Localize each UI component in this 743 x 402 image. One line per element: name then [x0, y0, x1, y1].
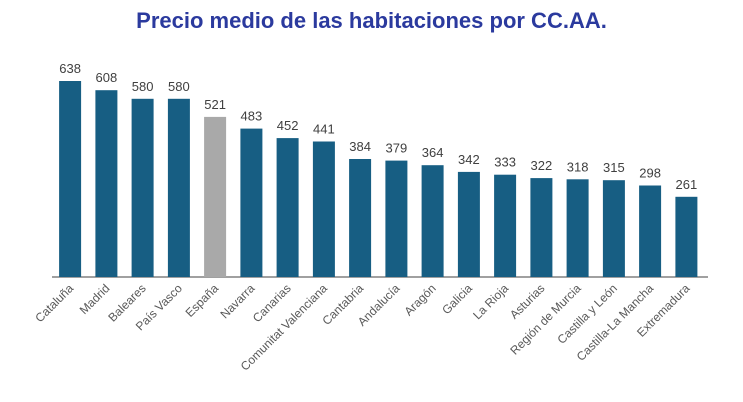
data-label-6: 452: [277, 118, 299, 133]
bar-3: [167, 98, 190, 277]
data-label-13: 322: [531, 158, 553, 173]
data-label-1: 608: [96, 70, 118, 85]
bar-17: [675, 196, 698, 277]
bar-9: [385, 160, 408, 277]
bar-12: [494, 174, 517, 277]
data-label-10: 364: [422, 145, 444, 160]
tick-label-10: Aragón: [401, 281, 438, 318]
bar-5: [240, 128, 263, 277]
tick-label-4: España: [183, 281, 222, 320]
data-label-4: 521: [204, 97, 226, 112]
bar-13: [530, 178, 553, 277]
data-label-9: 379: [386, 141, 408, 156]
bar-10: [421, 165, 444, 277]
bar-1: [95, 90, 118, 277]
data-label-5: 483: [241, 109, 263, 124]
bar-4: [204, 116, 227, 278]
data-label-15: 315: [603, 160, 625, 175]
data-label-2: 580: [132, 79, 154, 94]
bar-11: [457, 171, 480, 277]
tick-label-0: Cataluña: [32, 281, 76, 325]
data-label-17: 261: [676, 177, 698, 192]
bar-16: [639, 185, 662, 277]
data-label-7: 441: [313, 122, 335, 137]
bar-7: [312, 141, 335, 277]
data-label-11: 342: [458, 152, 480, 167]
bar-8: [349, 159, 372, 277]
bar-0: [59, 81, 82, 277]
chart-title: Precio medio de las habitaciones por CC.…: [136, 8, 607, 33]
bar-6: [276, 138, 299, 277]
data-label-8: 384: [349, 139, 371, 154]
data-label-3: 580: [168, 79, 190, 94]
data-label-0: 638: [59, 61, 81, 76]
data-label-12: 333: [494, 155, 516, 170]
bar-15: [602, 180, 625, 277]
data-label-14: 318: [567, 159, 589, 174]
bar-2: [131, 98, 154, 277]
tick-label-12: La Rioja: [470, 281, 511, 322]
data-label-16: 298: [639, 166, 661, 181]
bar-14: [566, 179, 589, 277]
